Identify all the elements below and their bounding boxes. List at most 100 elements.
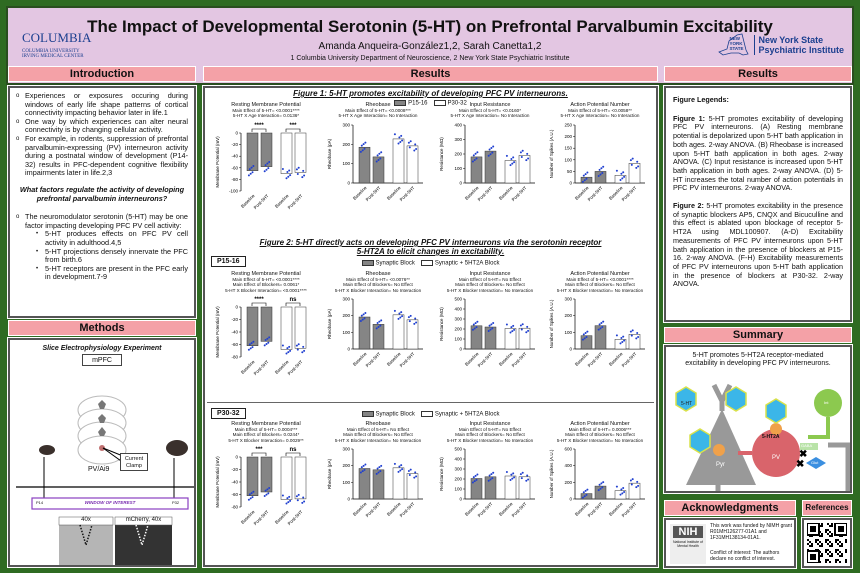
legend-item: Synaptic Block	[361, 260, 415, 267]
data-point	[295, 168, 298, 171]
data-point	[511, 477, 514, 480]
data-point	[521, 472, 524, 475]
data-point	[301, 175, 304, 178]
data-point	[409, 140, 412, 143]
nyspi-name: New York State Psychiatric Institute	[754, 35, 844, 55]
intro-bullet: One way by which experiences can alter n…	[16, 117, 188, 135]
data-point	[472, 476, 475, 479]
data-point	[264, 163, 267, 166]
data-point	[364, 463, 367, 466]
data-point	[474, 322, 477, 325]
bar	[470, 325, 483, 350]
data-point	[248, 493, 251, 496]
bar	[246, 306, 259, 347]
y-axis-label: Resistance (MΩ)	[439, 307, 444, 341]
y-tick-label: -20	[231, 142, 238, 147]
pyr-label: Pyr	[716, 462, 725, 468]
significance-label: ****	[254, 123, 264, 129]
data-point	[301, 351, 304, 354]
data-point	[630, 163, 633, 166]
data-point	[286, 170, 289, 173]
significance-bracket	[251, 452, 267, 457]
y-tick-label: 0	[459, 347, 462, 352]
data-point	[400, 311, 403, 314]
y-tick-label: 100	[454, 166, 462, 171]
bar	[628, 483, 641, 500]
y-tick-label: -80	[231, 355, 238, 360]
data-point	[615, 169, 618, 172]
summary-box: 5-HT promotes 5-HT2A receptor-mediated e…	[663, 344, 853, 494]
bar	[504, 160, 517, 184]
data-point	[621, 492, 624, 495]
data-point	[251, 346, 254, 349]
x-tick-label: Post-5HT	[511, 351, 528, 368]
references-qr-code[interactable]	[801, 517, 853, 569]
data-point	[475, 326, 478, 329]
data-point	[491, 477, 494, 480]
data-point	[363, 317, 366, 320]
y-tick-label: -60	[231, 492, 238, 497]
chart-panel: Rheobase Main Effect of 5-HT= <0.0008*** 5…	[323, 102, 433, 219]
chart-stat: 5-HT X Blocker Interaction= No Interacti…	[334, 437, 422, 443]
data-point	[620, 172, 623, 175]
data-point	[601, 171, 604, 174]
data-point	[505, 323, 508, 326]
bar	[372, 469, 385, 500]
data-point	[408, 474, 411, 477]
data-point	[513, 329, 516, 332]
bar	[580, 493, 593, 500]
x-tick-label: Post-5HT	[511, 185, 528, 202]
data-point	[491, 151, 494, 154]
data-point	[285, 502, 288, 505]
qr-code-icon[interactable]	[806, 522, 848, 564]
logo-state: NEW YORK STATE	[729, 36, 744, 51]
y-tick-label: 0	[235, 130, 238, 135]
brain-slices-icon	[77, 395, 127, 465]
y-axis-label: Rheobase (pA)	[327, 309, 332, 340]
data-point	[378, 320, 381, 323]
y-axis-label: Resistance (MΩ)	[439, 137, 444, 171]
data-point	[250, 342, 253, 345]
data-point	[407, 141, 410, 144]
legend-text: 5-HT promotes excitability of developing…	[673, 113, 843, 193]
chart-stat: 5-HT X Blocker Interaction= <0.0001****	[225, 287, 307, 293]
data-point	[247, 174, 250, 177]
data-point	[263, 495, 266, 498]
data-point	[303, 350, 306, 353]
data-point	[602, 481, 605, 484]
data-point	[476, 473, 479, 476]
data-point	[413, 476, 416, 479]
legend-item: Synaptic + 5HT2A Block	[420, 260, 499, 267]
data-point	[359, 320, 362, 323]
chart-title: Rheobase	[365, 271, 391, 277]
y-tick-label: 300	[454, 317, 462, 322]
chart-panel: Rheobase Main Effect of 5-HT= <0.0076** Ma…	[323, 271, 433, 394]
interneuron-icon	[814, 389, 842, 417]
data-point	[511, 162, 514, 165]
data-point	[621, 341, 624, 344]
data-point	[285, 177, 288, 180]
chart-title: Action Potential Number	[570, 271, 630, 277]
data-point	[266, 162, 269, 165]
data-point	[296, 172, 299, 175]
chart-title: Resting Membrane Potential	[231, 271, 301, 277]
data-point	[623, 175, 626, 178]
y-tick-label: 0	[569, 347, 572, 352]
y-tick-label: 200	[564, 480, 572, 485]
data-point	[601, 326, 604, 329]
chart-stat: Main Effect of Blockers= No Effect	[455, 282, 525, 288]
chart-title: Resting Membrane Potential	[231, 102, 301, 108]
data-point	[377, 158, 380, 161]
y-tick-label: -100	[229, 188, 239, 193]
data-point	[289, 500, 292, 503]
data-point	[281, 167, 284, 170]
data-point	[582, 333, 585, 336]
bar	[484, 150, 497, 184]
bar	[484, 476, 497, 500]
data-point	[302, 346, 305, 349]
data-point	[471, 160, 474, 163]
data-point	[413, 149, 416, 152]
data-point	[379, 324, 382, 327]
data-point	[489, 153, 492, 156]
